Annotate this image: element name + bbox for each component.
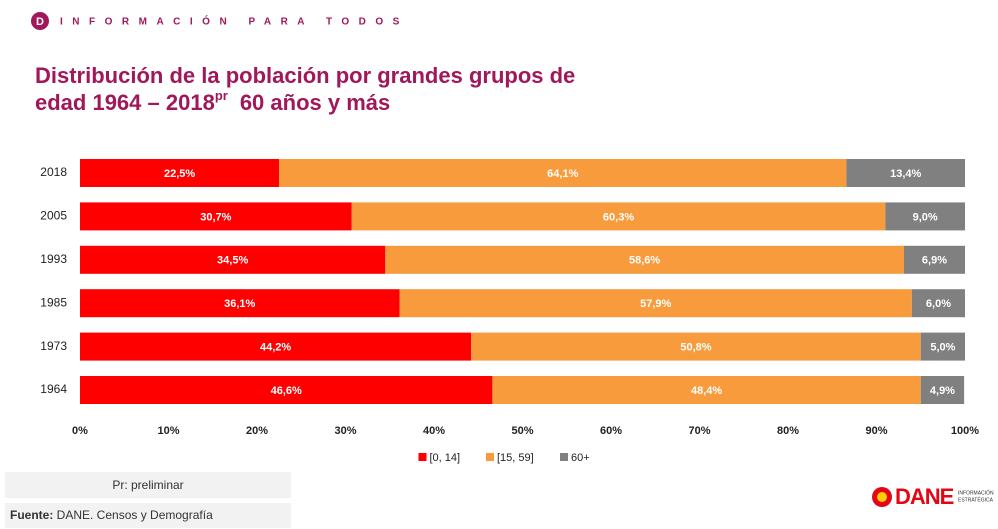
data-label: 4,9%	[930, 385, 955, 397]
x-tick-label: 10%	[157, 425, 179, 437]
bar-segment	[492, 376, 921, 404]
bar-segment	[80, 159, 280, 187]
note: Pr: preliminar	[112, 478, 183, 492]
bar-segment	[911, 289, 965, 318]
legend-swatch	[486, 453, 494, 461]
header-text: INFORMACIÓN PARA TODOS	[60, 15, 409, 28]
x-tick-label: 80%	[777, 425, 799, 437]
legend-label: [15, 59]	[497, 452, 534, 464]
y-tick-label: 2005	[40, 209, 67, 223]
title-suffix: 60 años y más	[240, 90, 390, 115]
bar-segment	[351, 202, 886, 231]
x-tick-label: 0%	[72, 425, 88, 437]
y-tick-label: 2018	[40, 165, 67, 179]
y-tick-label: 1973	[40, 339, 67, 353]
logo-circle	[31, 12, 49, 30]
bar-segment	[885, 202, 965, 231]
data-label: 64,1%	[547, 168, 578, 180]
bar-segment	[279, 159, 847, 187]
source: Fuente: DANE. Censos y Demografía	[10, 508, 213, 522]
data-label: 13,4%	[890, 168, 921, 180]
legend-swatch	[560, 453, 568, 461]
data-label: 5,0%	[930, 342, 955, 354]
y-tick-label: 1964	[40, 382, 67, 396]
source-label: Fuente:	[10, 508, 53, 522]
data-label: 50,8%	[680, 342, 711, 354]
logo-name: DANE	[895, 484, 954, 509]
bar-segment	[846, 159, 965, 187]
data-label: 36,1%	[224, 298, 255, 310]
bar-segment	[471, 332, 921, 361]
x-tick-label: 90%	[865, 425, 887, 437]
data-label: 30,7%	[200, 211, 231, 223]
note-box	[5, 472, 291, 498]
bar-segment	[80, 202, 352, 231]
x-tick-label: 70%	[688, 425, 710, 437]
data-label: 48,4%	[691, 385, 722, 397]
legend-swatch	[418, 453, 427, 461]
x-tick-label: 60%	[600, 425, 622, 437]
logo-tagline: INFORMACIÓN	[958, 489, 994, 496]
x-tick-label: 50%	[511, 425, 533, 437]
bar-segment	[80, 245, 386, 274]
bar-segment	[903, 245, 965, 274]
title-part: edad 1964 – 2018	[35, 90, 215, 115]
data-label: 22,5%	[164, 168, 195, 180]
legend-label: [0, 14]	[430, 452, 461, 464]
data-label: 6,0%	[926, 298, 951, 310]
bar-segment	[80, 376, 493, 404]
data-label: 60,3%	[603, 211, 634, 223]
source-text: DANE. Censos y Demografía	[53, 508, 213, 522]
logo-letter: D	[36, 16, 44, 28]
chart-title: Distribución de la población por grandes…	[35, 63, 575, 88]
source-box	[5, 503, 291, 528]
data-label: 9,0%	[913, 211, 938, 223]
data-label: 6,9%	[922, 255, 947, 267]
bar-segment	[385, 245, 904, 274]
x-tick-label: 40%	[423, 425, 445, 437]
x-tick-label: 20%	[246, 425, 268, 437]
data-label: 44,2%	[260, 342, 291, 354]
data-label: 57,9%	[640, 298, 671, 310]
title-superscript: pr	[215, 88, 228, 103]
chart: 2018 22,5% 64,1% 13,4% 2005 30,7% 60,3% 9,0% 199…	[40, 159, 979, 464]
logo-emblem	[877, 492, 887, 502]
data-label: 58,6%	[629, 255, 660, 267]
logo-tagline: ESTRATÉGICA	[958, 496, 994, 503]
bar-segment	[80, 332, 472, 361]
chart-title: edad 1964 – 2018pr 60 años y más	[35, 88, 390, 114]
y-tick-label: 1985	[40, 295, 67, 309]
y-tick-label: 1993	[40, 252, 67, 266]
legend-label: 60+	[571, 452, 590, 464]
bar-segment	[80, 289, 400, 318]
x-tick-label: 30%	[334, 425, 356, 437]
x-tick-label: 100%	[951, 425, 979, 437]
data-label: 46,6%	[271, 385, 302, 397]
bar-segment	[920, 376, 965, 404]
data-label: 34,5%	[217, 255, 248, 267]
bar-segment	[920, 332, 965, 361]
bar-segment	[399, 289, 912, 318]
